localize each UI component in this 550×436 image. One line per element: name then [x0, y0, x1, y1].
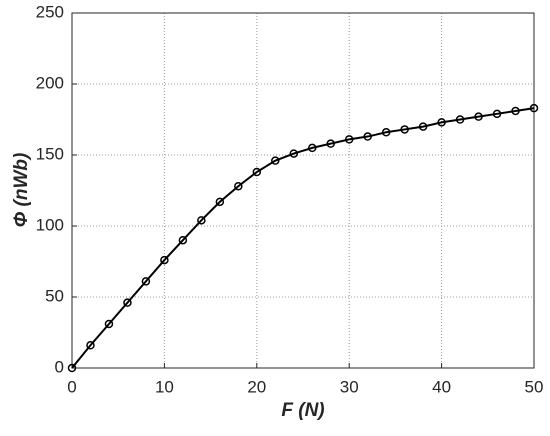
marker — [215, 197, 225, 207]
marker — [197, 216, 206, 225]
marker — [326, 139, 335, 148]
marker — [160, 255, 169, 265]
x-tick-label: 40 — [432, 377, 451, 396]
marker — [492, 109, 502, 119]
y-tick-label: 100 — [36, 215, 64, 234]
marker — [363, 132, 372, 141]
x-tick-label: 10 — [155, 377, 174, 396]
marker — [400, 125, 409, 134]
x-tick-label: 30 — [340, 377, 359, 396]
x-tick-label: 20 — [247, 377, 266, 396]
x-tick-label: 50 — [525, 377, 544, 396]
y-tick-label: 200 — [36, 73, 64, 92]
marker — [123, 298, 132, 307]
marker — [344, 135, 354, 144]
y-tick-label: 250 — [36, 2, 64, 21]
marker — [141, 277, 151, 286]
y-tick-label: 150 — [36, 144, 64, 163]
marker — [307, 143, 317, 153]
marker — [381, 128, 391, 137]
marker — [86, 341, 95, 350]
marker — [418, 122, 428, 131]
marker — [474, 112, 483, 121]
y-axis-title: Φ (nWb) — [11, 153, 32, 228]
marker — [234, 181, 243, 191]
x-tick-label: 0 — [67, 377, 76, 396]
marker — [529, 103, 539, 113]
marker — [67, 363, 77, 373]
axes-box — [71, 12, 535, 369]
y-tick-label: 50 — [45, 286, 64, 305]
marker — [289, 149, 299, 158]
x-axis-title: F (N) — [281, 400, 324, 421]
marker — [511, 106, 520, 116]
marker — [271, 156, 280, 165]
marker — [178, 235, 188, 245]
marker — [437, 118, 446, 127]
marker — [252, 167, 262, 177]
marker — [455, 115, 465, 124]
marker — [104, 319, 114, 329]
plot-area — [72, 13, 534, 368]
y-tick-label: 0 — [55, 357, 64, 376]
